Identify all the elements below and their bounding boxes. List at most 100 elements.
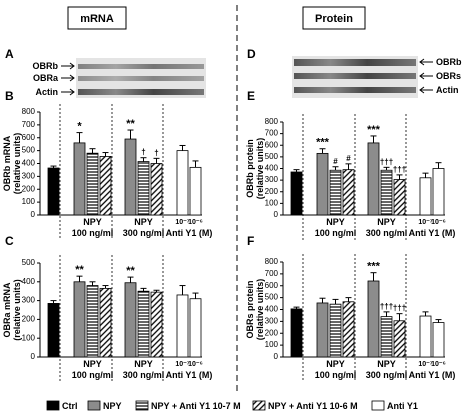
significance: *	[77, 121, 82, 133]
significance: †	[141, 148, 145, 157]
x-tick-label: 10⁻⁶	[188, 361, 203, 368]
panel-letter: D	[247, 47, 256, 61]
y-axis-label: (relative units)	[12, 279, 22, 341]
y-tick-label: 100	[22, 333, 36, 342]
y-tick-label: 300	[22, 171, 36, 180]
legend-swatch	[46, 400, 60, 411]
y-tick-label: 500	[265, 293, 279, 302]
y-tick-label: 800	[265, 257, 279, 266]
bar	[86, 285, 99, 358]
x-tick-label: 10⁻⁷	[418, 219, 432, 226]
y-tick-label: 300	[22, 296, 36, 305]
y-tick-label: 700	[265, 269, 279, 278]
panel-letter: F	[247, 234, 254, 248]
group-sublabel: 100 ng/ml	[315, 370, 357, 380]
bar	[393, 179, 406, 216]
y-tick-label: 200	[22, 184, 36, 193]
bar	[329, 169, 342, 216]
blot-band	[294, 59, 416, 66]
y-tick-label: 100	[265, 340, 279, 349]
blot-band	[78, 89, 204, 95]
significance: †††	[380, 302, 393, 311]
bar	[124, 282, 137, 358]
significance: **	[75, 264, 84, 276]
blot-label: OBRb	[436, 57, 462, 67]
x-tick-label: 10⁻⁶	[431, 361, 446, 368]
blot-arrows	[61, 62, 75, 96]
y-tick-label: 400	[22, 277, 36, 286]
y-tick-label: 400	[265, 164, 279, 173]
group-label: Anti Y1 (M)	[409, 228, 456, 238]
bar	[367, 142, 380, 216]
bar	[150, 163, 163, 216]
bar	[419, 177, 432, 216]
legend-swatch	[87, 400, 101, 411]
legend-label: NPY + Anti Y1 10-7 M	[151, 401, 241, 411]
group-sublabel: 100 ng/ml	[72, 370, 114, 380]
bar	[137, 290, 150, 358]
group-label: NPY	[134, 217, 153, 227]
header: mRNA	[80, 13, 114, 25]
y-tick-label: 500	[265, 152, 279, 161]
group-sublabel: 100 ng/ml	[72, 228, 114, 238]
bar	[73, 142, 86, 216]
bar	[99, 287, 112, 358]
bar	[290, 308, 303, 358]
panel-letter: C	[5, 234, 14, 248]
blot-band	[294, 87, 416, 93]
significance: ***	[316, 137, 330, 149]
legend-label: NPY	[103, 401, 122, 411]
y-tick-label: 800	[265, 117, 279, 126]
panel-letter: A	[5, 47, 14, 61]
bar	[316, 152, 329, 216]
significance: †	[154, 148, 158, 157]
x-tick-label: 10⁻⁶	[431, 219, 446, 226]
legend-swatch	[252, 400, 266, 411]
bar	[47, 303, 60, 358]
legend-label: Anti Y1	[387, 401, 418, 411]
significance: †††	[380, 157, 393, 166]
group-sublabel: 300 ng/ml	[123, 228, 165, 238]
blot-label: OBRs	[436, 71, 461, 81]
y-tick-label: 400	[265, 305, 279, 314]
y-axis-label: OBRa mRNA	[2, 282, 12, 338]
group-label: Anti Y1 (M)	[166, 370, 213, 380]
significance: #	[346, 154, 351, 163]
y-tick-label: 200	[22, 315, 36, 324]
blot-label: OBRb	[33, 61, 59, 71]
x-tick-label: 10⁻⁷	[418, 361, 432, 368]
y-tick-label: 800	[22, 107, 36, 116]
bar	[176, 150, 189, 216]
bar	[393, 320, 406, 358]
legend-label: NPY + Anti Y1 10-6 M	[268, 401, 358, 411]
y-axis-label: (relative units)	[255, 138, 265, 200]
bar	[316, 302, 329, 358]
y-tick-label: 200	[265, 328, 279, 337]
bar	[380, 169, 393, 216]
y-tick-label: 700	[265, 129, 279, 138]
bar	[290, 171, 303, 216]
y-tick-label: 300	[265, 175, 279, 184]
bar	[124, 138, 137, 216]
y-tick-label: 600	[265, 281, 279, 290]
bar	[73, 281, 86, 358]
bar	[86, 152, 99, 216]
bar	[329, 303, 342, 358]
group-label: NPY	[326, 359, 345, 369]
group-label: NPY	[83, 359, 102, 369]
bar	[99, 156, 112, 216]
y-tick-label: 700	[22, 120, 36, 129]
y-tick-label: 600	[265, 140, 279, 149]
bar	[342, 169, 355, 216]
header-box	[67, 6, 127, 30]
y-axis-label: OBRb mRNA	[2, 135, 12, 191]
group-label: NPY	[134, 359, 153, 369]
significance: **	[126, 118, 135, 130]
legend-swatch	[371, 400, 385, 411]
significance: ***	[367, 124, 381, 136]
y-tick-label: 100	[22, 197, 36, 206]
y-tick-label: 0	[274, 352, 279, 361]
blot-band	[78, 76, 204, 81]
y-tick-label: 300	[265, 316, 279, 325]
